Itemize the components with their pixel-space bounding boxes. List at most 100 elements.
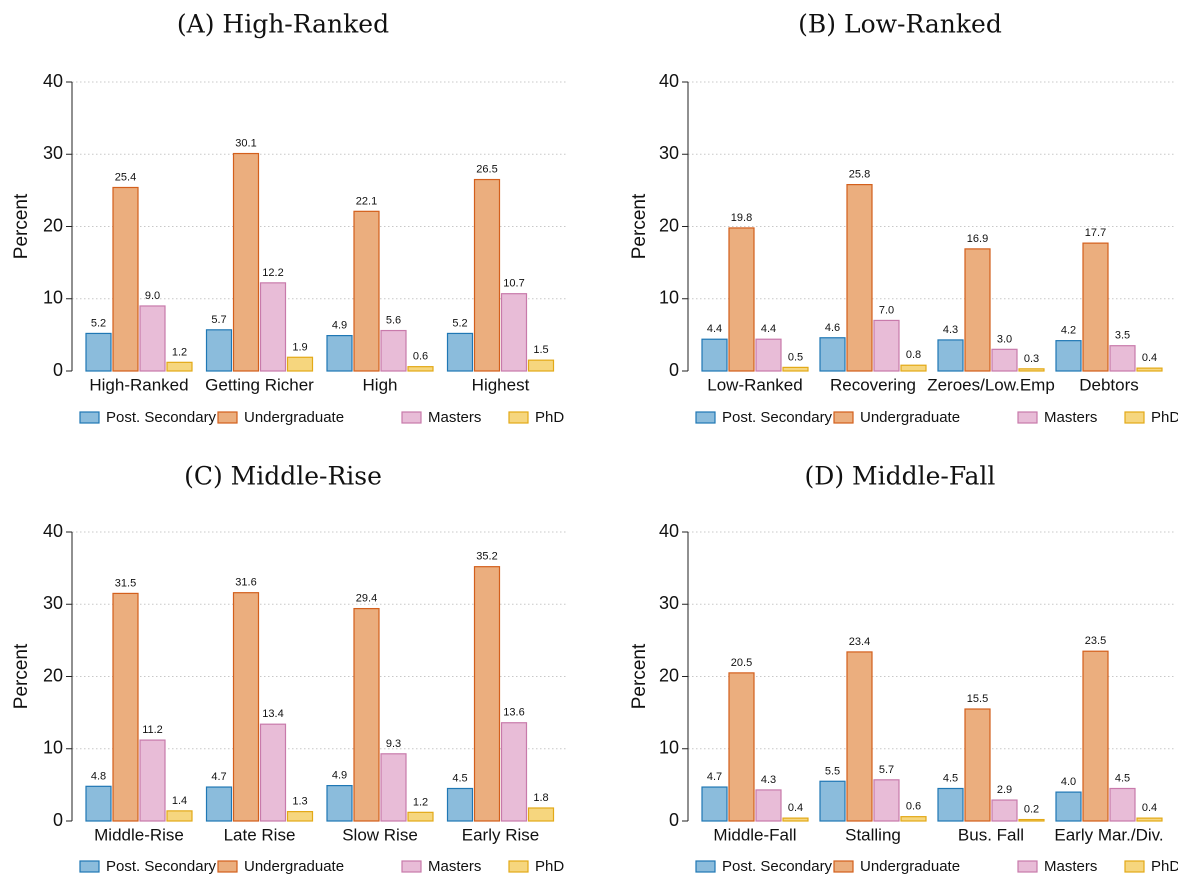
legend-label: PhD: [1151, 858, 1178, 875]
x-tick-label: Early Mar./Div.: [1054, 825, 1163, 844]
bar: [819, 337, 846, 372]
data-label: 5.2: [91, 317, 106, 329]
legend-swatch: [217, 411, 238, 424]
bar: [1055, 340, 1082, 372]
data-label: 0.4: [788, 802, 803, 814]
y-tick-label: 30: [43, 143, 63, 163]
legend: Post. Secondary Undergraduate Masters PhD: [79, 858, 564, 875]
x-tick-label: High-Ranked: [89, 375, 188, 394]
y-tick-label: 10: [43, 738, 63, 758]
data-label: 23.4: [849, 636, 870, 648]
legend-label: Masters: [1044, 409, 1097, 426]
y-tick-label: 20: [659, 215, 679, 235]
data-label: 12.2: [262, 267, 283, 279]
panel-title: (B) Low-Ranked: [798, 10, 1002, 39]
y-tick-label: 30: [43, 593, 63, 613]
legend-label: Undergraduate: [244, 409, 344, 426]
bar: [782, 817, 809, 822]
bar: [1136, 817, 1163, 822]
bar: [166, 361, 193, 372]
legend-label: Undergraduate: [860, 409, 960, 426]
bar: [286, 356, 314, 372]
bar: [446, 787, 474, 822]
data-label: 0.5: [788, 351, 803, 363]
x-tick-label: Early Rise: [462, 825, 539, 844]
bar: [473, 178, 501, 372]
bar: [407, 811, 434, 822]
x-tick-label: Middle-Rise: [94, 825, 184, 844]
y-tick-label: 30: [659, 593, 679, 613]
x-tick-label: Late Rise: [224, 825, 296, 844]
legend-swatch: [79, 411, 100, 424]
bar: [112, 186, 139, 372]
legend-label: Masters: [1044, 858, 1097, 875]
bar: [139, 739, 166, 822]
data-label: 4.5: [943, 772, 958, 784]
bar: [1018, 368, 1045, 372]
data-label: 26.5: [476, 164, 497, 176]
legend-label: Post. Secondary: [722, 409, 833, 426]
data-label: 0.3: [1024, 353, 1039, 365]
bar: [728, 672, 755, 822]
legend-swatch: [1124, 411, 1145, 424]
data-label: 23.5: [1085, 635, 1106, 647]
x-tick-label: Recovering: [830, 375, 916, 394]
data-label: 0.6: [906, 801, 921, 813]
legend-swatch: [508, 860, 529, 873]
data-label: 1.3: [292, 796, 307, 808]
bar: [846, 651, 873, 822]
legend-swatch: [833, 860, 854, 873]
data-label: 9.0: [145, 290, 160, 302]
y-tick-label: 30: [659, 143, 679, 163]
chart-panel-0: (A) High-Ranked 0 10 20 30 40 Percent 5.2 25.4 9.…: [11, 10, 568, 426]
data-label: 4.2: [1061, 325, 1076, 337]
data-label: 35.2: [476, 551, 497, 563]
y-axis-label: Percent: [11, 643, 32, 709]
bar: [964, 708, 991, 822]
chart-panel-3: (D) Middle-Fall 0 10 20 30 40 Percent 4.7 20.5 4.…: [629, 462, 1178, 875]
data-label: 7.0: [879, 304, 894, 316]
data-label: 4.5: [1115, 772, 1130, 784]
legend: Post. Secondary Undergraduate Masters PhD: [695, 858, 1178, 875]
data-label: 16.9: [967, 233, 988, 245]
y-tick-label: 40: [43, 521, 63, 541]
legend-swatch: [1017, 411, 1038, 424]
data-label: 4.8: [91, 770, 106, 782]
legend-swatch: [79, 860, 100, 873]
bar: [353, 210, 380, 372]
data-label: 0.2: [1024, 804, 1039, 816]
bar: [527, 359, 555, 372]
legend: Post. Secondary Undergraduate Masters PhD: [79, 409, 564, 426]
data-label: 3.0: [997, 333, 1012, 345]
y-tick-label: 0: [53, 360, 63, 380]
bar: [937, 787, 964, 822]
bar: [500, 722, 528, 822]
bar: [728, 227, 755, 372]
data-label: 29.4: [356, 593, 377, 605]
data-label: 5.2: [452, 317, 467, 329]
data-label: 1.5: [533, 344, 548, 356]
data-label: 31.5: [115, 577, 136, 589]
y-tick-label: 10: [659, 288, 679, 308]
bar: [205, 329, 233, 372]
data-label: 4.7: [211, 771, 226, 783]
bar: [1082, 650, 1109, 822]
legend-label: Post. Secondary: [106, 409, 217, 426]
x-tick-label: Getting Richer: [205, 375, 314, 394]
bar: [259, 723, 287, 822]
data-label: 1.2: [172, 346, 187, 358]
bar: [326, 334, 353, 372]
bar: [964, 248, 991, 372]
bar: [500, 293, 528, 372]
panel-title: (A) High-Ranked: [177, 10, 389, 39]
data-label: 25.4: [115, 171, 136, 183]
bar: [782, 366, 809, 372]
data-label: 4.3: [943, 324, 958, 336]
y-axis-label: Percent: [629, 643, 650, 709]
x-tick-label: Highest: [472, 375, 530, 394]
legend-swatch: [401, 411, 422, 424]
data-label: 4.4: [707, 323, 722, 335]
bar: [1055, 791, 1082, 822]
data-label: 15.5: [967, 693, 988, 705]
